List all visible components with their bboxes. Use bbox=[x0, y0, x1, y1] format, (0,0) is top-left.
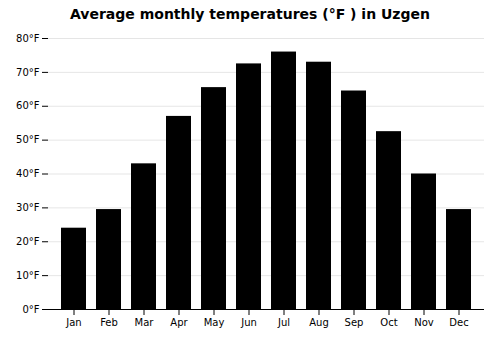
svg-text:Jun: Jun bbox=[240, 317, 257, 328]
svg-text:0°F: 0°F bbox=[22, 304, 39, 315]
svg-text:70°F: 70°F bbox=[16, 67, 40, 78]
svg-text:Nov: Nov bbox=[414, 317, 434, 328]
svg-text:Aug: Aug bbox=[309, 317, 329, 328]
svg-text:Jul: Jul bbox=[277, 317, 290, 328]
svg-text:80°F: 80°F bbox=[16, 33, 40, 44]
html-text:Average monthly temperatures (: Average monthly temperatures (°F ) in Uz… bbox=[70, 6, 430, 22]
svg-text:50°F: 50°F bbox=[16, 134, 40, 145]
svg-text:Oct: Oct bbox=[380, 317, 397, 328]
svg-text:20°F: 20°F bbox=[16, 236, 40, 247]
svg-text:Mar: Mar bbox=[135, 317, 155, 328]
svg-text:Dec: Dec bbox=[449, 317, 468, 328]
svg-text:May: May bbox=[204, 317, 225, 328]
svg-text:Jan: Jan bbox=[65, 317, 81, 328]
svg-text:40°F: 40°F bbox=[16, 168, 40, 179]
svg-text:10°F: 10°F bbox=[16, 270, 40, 281]
svg-text:Sep: Sep bbox=[345, 317, 364, 328]
svg-text:Apr: Apr bbox=[170, 317, 188, 328]
svg-text:60°F: 60°F bbox=[16, 100, 40, 111]
svg-text:Feb: Feb bbox=[100, 317, 118, 328]
svg-text:30°F: 30°F bbox=[16, 202, 40, 213]
